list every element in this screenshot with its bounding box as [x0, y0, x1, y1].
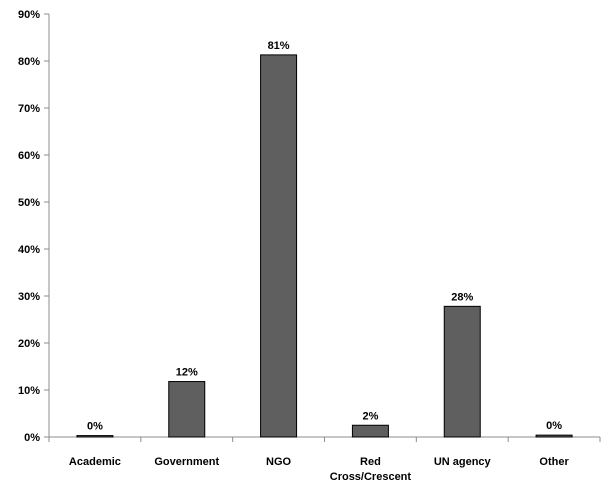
y-tick-label: 30% — [18, 291, 40, 303]
bar — [168, 381, 206, 438]
y-tick-label: 90% — [18, 9, 40, 21]
data-label: 0% — [87, 421, 103, 433]
x-category-label: Academic — [69, 456, 121, 468]
x-category-label: Government — [154, 456, 219, 468]
x-category-label-line: Red — [360, 456, 381, 468]
bars — [76, 54, 573, 438]
y-tick-label: 60% — [18, 150, 40, 162]
x-category-label-line: Cross/Crescent — [330, 471, 412, 482]
data-labels: 0% 12% 81% 2% 28% 0% — [87, 40, 562, 433]
bar — [443, 305, 481, 438]
bar — [351, 424, 389, 438]
y-tick-label: 40% — [18, 244, 40, 256]
y-tick-label: 70% — [18, 103, 40, 115]
y-tick-label: 10% — [18, 385, 40, 397]
data-label: 12% — [176, 367, 198, 379]
x-category-label: Red Cross/Crescent — [330, 456, 412, 482]
y-tick-label: 80% — [18, 56, 40, 68]
x-category-label: Other — [539, 456, 569, 468]
data-label: 0% — [546, 420, 562, 432]
bar — [535, 434, 573, 438]
y-tick-label: 0% — [24, 432, 40, 444]
x-axis: Academic Government NGO Red Cross/Crescent UN… — [48, 436, 601, 483]
x-category-label-line: Government — [154, 456, 219, 468]
data-label: 2% — [362, 410, 378, 422]
data-label: 28% — [451, 291, 473, 303]
bar — [76, 435, 114, 438]
y-tick-label: 20% — [18, 338, 40, 350]
x-category-label: UN agency — [434, 456, 492, 468]
y-tick-label: 50% — [18, 197, 40, 209]
data-label: 81% — [268, 40, 290, 52]
y-axis: 0% 10% 20% 30% 40% 50% 60% 70% 80% 90% — [18, 9, 50, 444]
x-category-label: NGO — [266, 456, 292, 468]
x-category-label-line: NGO — [266, 456, 292, 468]
x-category-label-line: UN agency — [434, 456, 492, 468]
x-category-label-line: Other — [539, 456, 569, 468]
x-category-label-line: Academic — [69, 456, 121, 468]
bar — [260, 54, 298, 438]
